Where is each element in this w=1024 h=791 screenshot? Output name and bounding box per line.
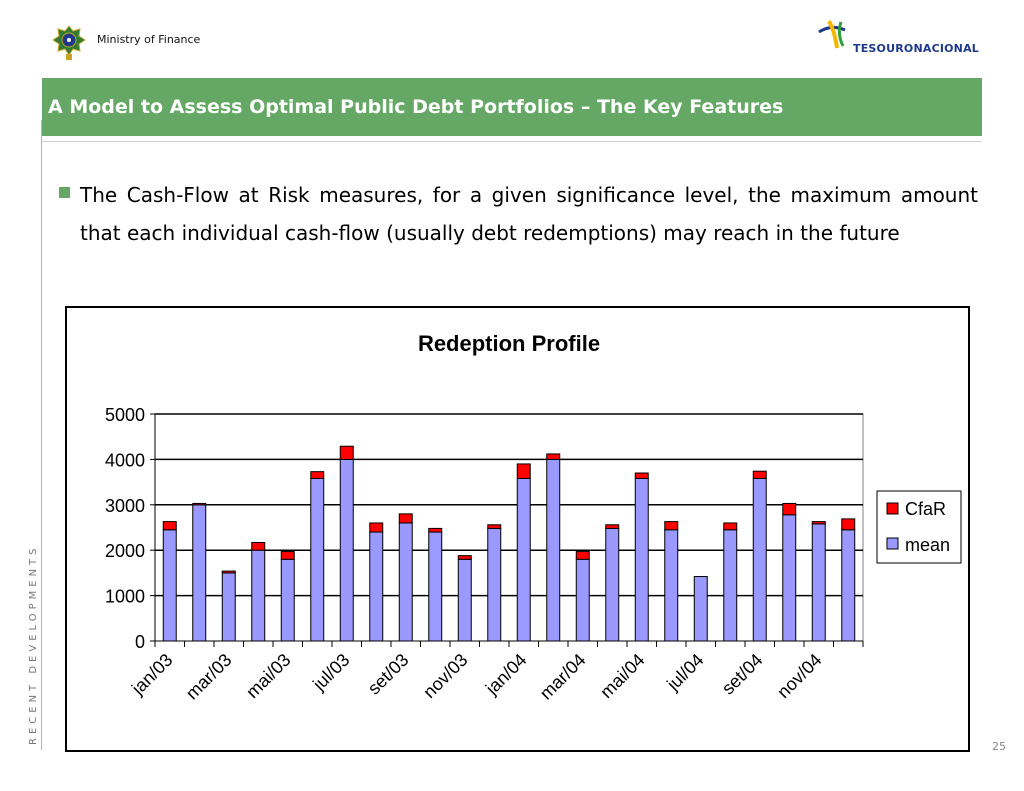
bar-cfar-dez-04	[841, 518, 856, 531]
legend-label-mean: mean	[905, 535, 950, 555]
bar-cfar-jan-03	[162, 521, 177, 531]
y-tick-label: 1000	[105, 587, 145, 607]
y-tick-label: 0	[135, 632, 145, 652]
y-tick-label: 3000	[105, 496, 145, 516]
bar-cfar-out-03	[428, 527, 443, 533]
bar-mean-mai-04	[634, 477, 649, 642]
bar-mean-jan-03	[162, 529, 177, 642]
x-tick-label: set/04	[718, 650, 767, 699]
bar-cfar-jun-03	[310, 471, 325, 479]
bar-mean-jun-04	[664, 529, 679, 642]
y-tick-label: 4000	[105, 450, 145, 470]
y-tick-label: 2000	[105, 541, 145, 561]
legend-swatch-cfar	[886, 502, 899, 515]
bar-mean-nov-03	[457, 558, 472, 642]
bar-mean-nov-04	[811, 523, 826, 642]
page-number: 25	[992, 740, 1006, 753]
bar-mean-mar-04	[575, 558, 590, 642]
header: Ministry of Finance TESOURONACIONAL	[0, 0, 1024, 78]
logo-text: TESOURONACIONAL	[853, 42, 980, 55]
bar-mean-jan-04	[516, 477, 531, 642]
bullet-icon	[59, 187, 70, 198]
bar-mean-mar-03	[221, 572, 236, 642]
x-tick-label: mai/03	[242, 650, 294, 702]
bar-cfar-ago-04	[723, 522, 738, 531]
bar-mean-out-03	[428, 531, 443, 642]
bar-mean-set-04	[752, 477, 767, 642]
bar-cfar-fev-03	[192, 502, 207, 506]
bar-cfar-nov-03	[457, 555, 472, 560]
x-tick-label: set/03	[364, 650, 413, 699]
bar-mean-fev-03	[192, 504, 207, 642]
title-divider	[42, 136, 982, 142]
bar-mean-jul-03	[339, 458, 354, 642]
bar-mean-jun-03	[310, 477, 325, 642]
legend-label-cfar: CfaR	[905, 499, 946, 519]
x-tick-label: jul/04	[662, 650, 707, 695]
bar-cfar-jan-04	[516, 463, 531, 479]
bar-mean-abr-04	[605, 527, 620, 642]
bar-cfar-jul-03	[339, 445, 354, 460]
bar-cfar-dez-03	[487, 524, 502, 529]
bar-mean-dez-03	[487, 527, 502, 642]
x-tick-label: mai/04	[596, 650, 648, 702]
tesouro-nacional-icon	[818, 20, 846, 49]
bar-cfar-abr-03	[251, 541, 266, 551]
bar-mean-fev-04	[546, 458, 561, 642]
bar-cfar-set-04	[752, 470, 767, 479]
bar-mean-set-03	[398, 522, 413, 642]
bar-mean-ago-03	[369, 531, 384, 642]
x-tick-label: jan/04	[481, 650, 531, 700]
bar-mean-dez-04	[841, 529, 856, 642]
chart-title: Redeption Profile	[418, 331, 600, 356]
ministry-label: Ministry of Finance	[97, 33, 201, 46]
bar-mean-mai-03	[280, 558, 295, 642]
bar-cfar-mai-03	[280, 551, 295, 560]
x-tick-label: jan/03	[127, 650, 177, 700]
coat-of-arms-icon	[52, 25, 86, 60]
bar-cfar-fev-04	[546, 453, 561, 460]
bar-mean-jul-04	[693, 576, 708, 642]
chart-frame: Redeption Profile 0 1000 2000 3000 4000 5000 ja…	[65, 306, 970, 752]
x-tick-label: nov/04	[773, 650, 825, 702]
bar-cfar-nov-04	[811, 521, 826, 525]
bar-cfar-jun-04	[664, 521, 679, 531]
page-title: A Model to Assess Optimal Public Debt Po…	[48, 96, 784, 118]
body-text: The Cash-Flow at Risk measures, for a gi…	[80, 183, 978, 245]
bar-cfar-set-03	[398, 513, 413, 524]
left-divider	[41, 120, 42, 750]
x-tick-label: jul/03	[308, 650, 353, 695]
bar-cfar-out-04	[782, 502, 797, 516]
bar-mean-ago-04	[723, 529, 738, 642]
x-tick-label: nov/03	[419, 650, 471, 702]
legend-swatch-mean	[886, 537, 899, 550]
bar-cfar-mar-04	[575, 551, 590, 560]
x-tick-label: mar/03	[182, 650, 236, 704]
bar-cfar-mai-04	[634, 472, 649, 479]
bar-mean-abr-03	[251, 549, 266, 642]
bar-cfar-ago-03	[369, 522, 384, 533]
bar-cfar-abr-04	[605, 524, 620, 529]
bar-mean-out-04	[782, 514, 797, 642]
y-tick-label: 5000	[105, 405, 145, 425]
side-label: RECENT DEVELOPMENTS	[28, 544, 39, 745]
bar-cfar-mar-03	[221, 570, 236, 574]
title-bar: A Model to Assess Optimal Public Debt Po…	[42, 78, 982, 136]
redemption-chart: Redeption Profile 0 1000 2000 3000 4000 5000 ja…	[105, 331, 962, 704]
x-tick-label: mar/04	[536, 650, 590, 704]
tesouro-nacional-logo: TESOURONACIONAL	[815, 18, 979, 58]
